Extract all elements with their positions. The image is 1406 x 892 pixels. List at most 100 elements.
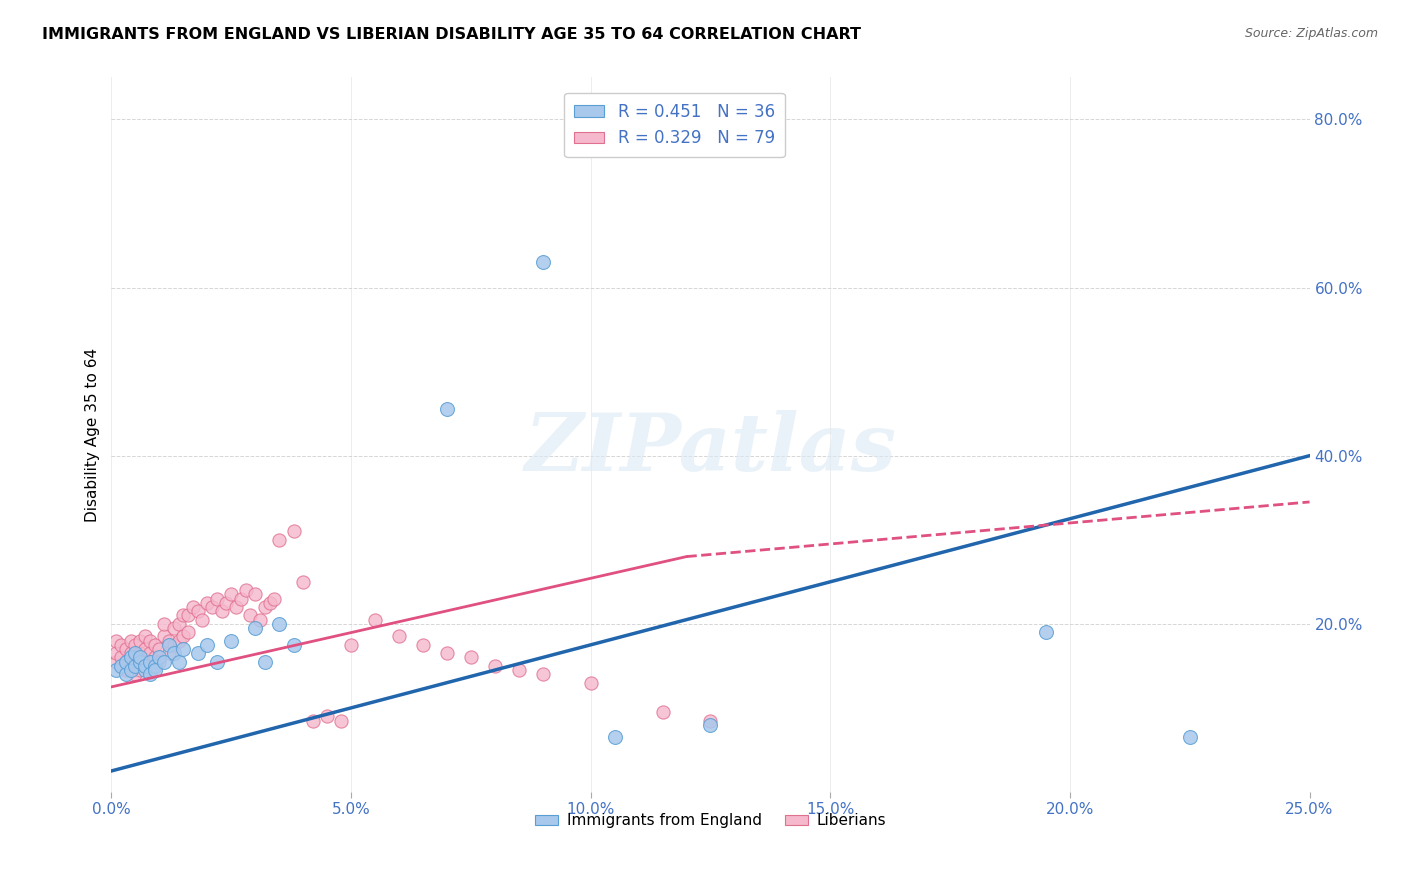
Point (177, 608, 200, 623)
Point (239, 608, 262, 623)
Point (699, 717, 721, 731)
Point (157, 646, 180, 660)
Point (124, 658, 146, 673)
Point (153, 616, 176, 631)
Point (134, 642, 156, 657)
Point (187, 646, 209, 660)
Point (120, 650, 142, 665)
Point (124, 658, 146, 673)
Point (129, 650, 152, 665)
Point (191, 613, 214, 627)
Point (129, 655, 152, 669)
Point (651, 705, 673, 719)
Point (120, 663, 142, 677)
Point (484, 658, 506, 673)
Point (340, 638, 363, 652)
Point (219, 633, 242, 648)
Point (120, 658, 142, 673)
Point (269, 533, 291, 547)
Point (699, 714, 721, 728)
Point (129, 655, 152, 669)
Point (531, 255, 554, 269)
Point (157, 638, 180, 652)
Point (153, 630, 176, 644)
Point (263, 591, 285, 606)
Point (172, 642, 194, 657)
Point (139, 667, 162, 681)
Point (215, 596, 238, 610)
Point (460, 650, 482, 665)
Point (187, 604, 209, 618)
Point (134, 658, 156, 673)
Point (412, 638, 434, 652)
Point (436, 646, 458, 660)
Point (172, 630, 194, 644)
Point (110, 638, 132, 652)
Point (167, 655, 190, 669)
Point (269, 616, 291, 631)
Text: ZIPatlas: ZIPatlas (524, 410, 897, 488)
Point (139, 633, 162, 648)
Point (259, 596, 281, 610)
Point (134, 650, 156, 665)
Point (139, 655, 162, 669)
Point (105, 663, 128, 677)
Point (292, 574, 315, 589)
Point (167, 633, 190, 648)
Point (163, 638, 186, 652)
Point (211, 604, 233, 618)
Point (139, 655, 162, 669)
Point (253, 655, 276, 669)
Point (143, 638, 166, 652)
Y-axis label: Disability Age 35 to 64: Disability Age 35 to 64 (86, 348, 100, 522)
Point (201, 600, 224, 615)
Point (388, 630, 411, 644)
Point (105, 655, 128, 669)
Point (531, 667, 554, 681)
Point (283, 638, 305, 652)
Point (148, 642, 170, 657)
Point (120, 646, 142, 660)
Point (163, 646, 186, 660)
Point (120, 633, 142, 648)
Point (243, 587, 266, 601)
Point (114, 667, 136, 681)
Point (249, 613, 271, 627)
Point (177, 625, 200, 640)
Point (603, 731, 626, 745)
Point (205, 591, 228, 606)
Point (229, 591, 252, 606)
Point (129, 663, 152, 677)
Point (148, 655, 170, 669)
Point (148, 650, 170, 665)
Point (124, 667, 146, 681)
Point (181, 600, 204, 615)
Point (110, 650, 132, 665)
Point (163, 621, 186, 635)
Point (283, 524, 305, 539)
Point (579, 675, 602, 690)
Point (316, 709, 339, 723)
Point (195, 596, 218, 610)
Point (105, 646, 128, 660)
Point (110, 658, 132, 673)
Point (124, 650, 146, 665)
Point (134, 663, 156, 677)
Point (143, 658, 166, 673)
Point (129, 646, 152, 660)
Point (243, 621, 266, 635)
Point (167, 616, 190, 631)
Point (253, 600, 276, 615)
Point (143, 650, 166, 665)
Point (301, 714, 323, 728)
Point (114, 655, 136, 669)
Point (134, 630, 156, 644)
Point (1035, 625, 1057, 640)
Point (129, 633, 152, 648)
Point (153, 655, 176, 669)
Point (364, 613, 387, 627)
Point (235, 583, 257, 598)
Legend: Immigrants from England, Liberians: Immigrants from England, Liberians (529, 807, 893, 834)
Point (195, 638, 218, 652)
Point (225, 600, 247, 615)
